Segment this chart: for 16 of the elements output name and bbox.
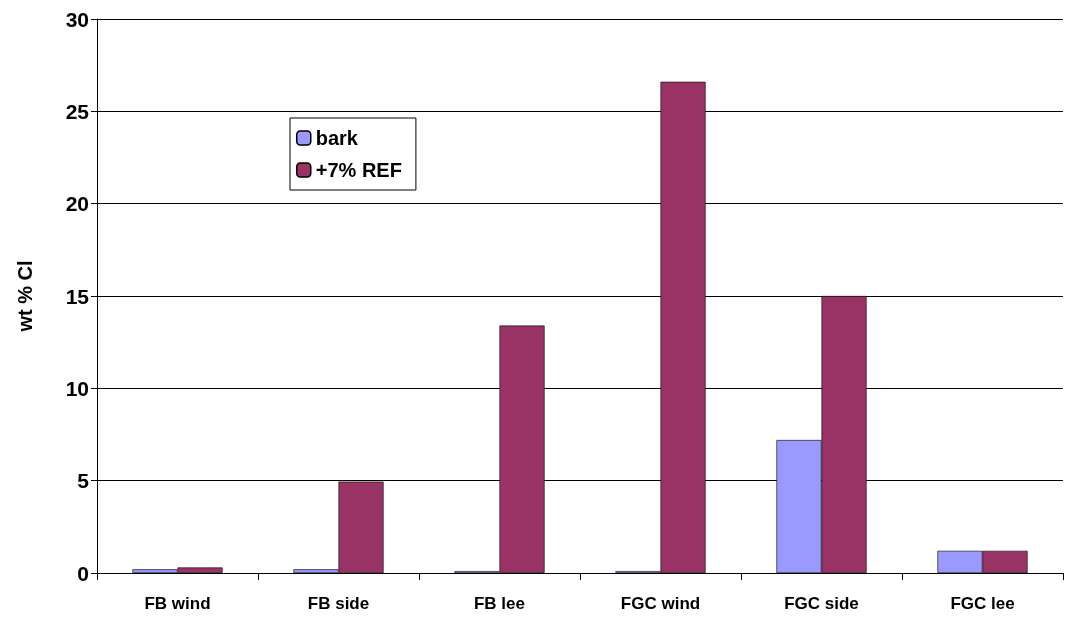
legend-label: +7% REF <box>315 159 402 181</box>
x-tick-label: FGC lee <box>950 594 1015 613</box>
y-tick-label: 25 <box>65 99 90 123</box>
legend-label: bark <box>315 127 359 149</box>
y-tick-label: 20 <box>65 192 89 216</box>
y-tick-label: 15 <box>65 284 90 308</box>
x-tick-label: FGC side <box>784 594 859 613</box>
y-tick-label: 0 <box>77 561 89 585</box>
y-tick-label: 10 <box>65 376 89 400</box>
x-tick-label: FGC wind <box>620 594 701 613</box>
y-tick-label: 30 <box>65 7 89 31</box>
y-axis-title: wt % Cl <box>14 260 36 333</box>
x-tick-label: FB lee <box>473 594 526 613</box>
x-tick-label: FB side <box>307 594 370 613</box>
y-tick-label: 5 <box>77 469 90 493</box>
x-tick-label: FB wind <box>144 594 211 613</box>
